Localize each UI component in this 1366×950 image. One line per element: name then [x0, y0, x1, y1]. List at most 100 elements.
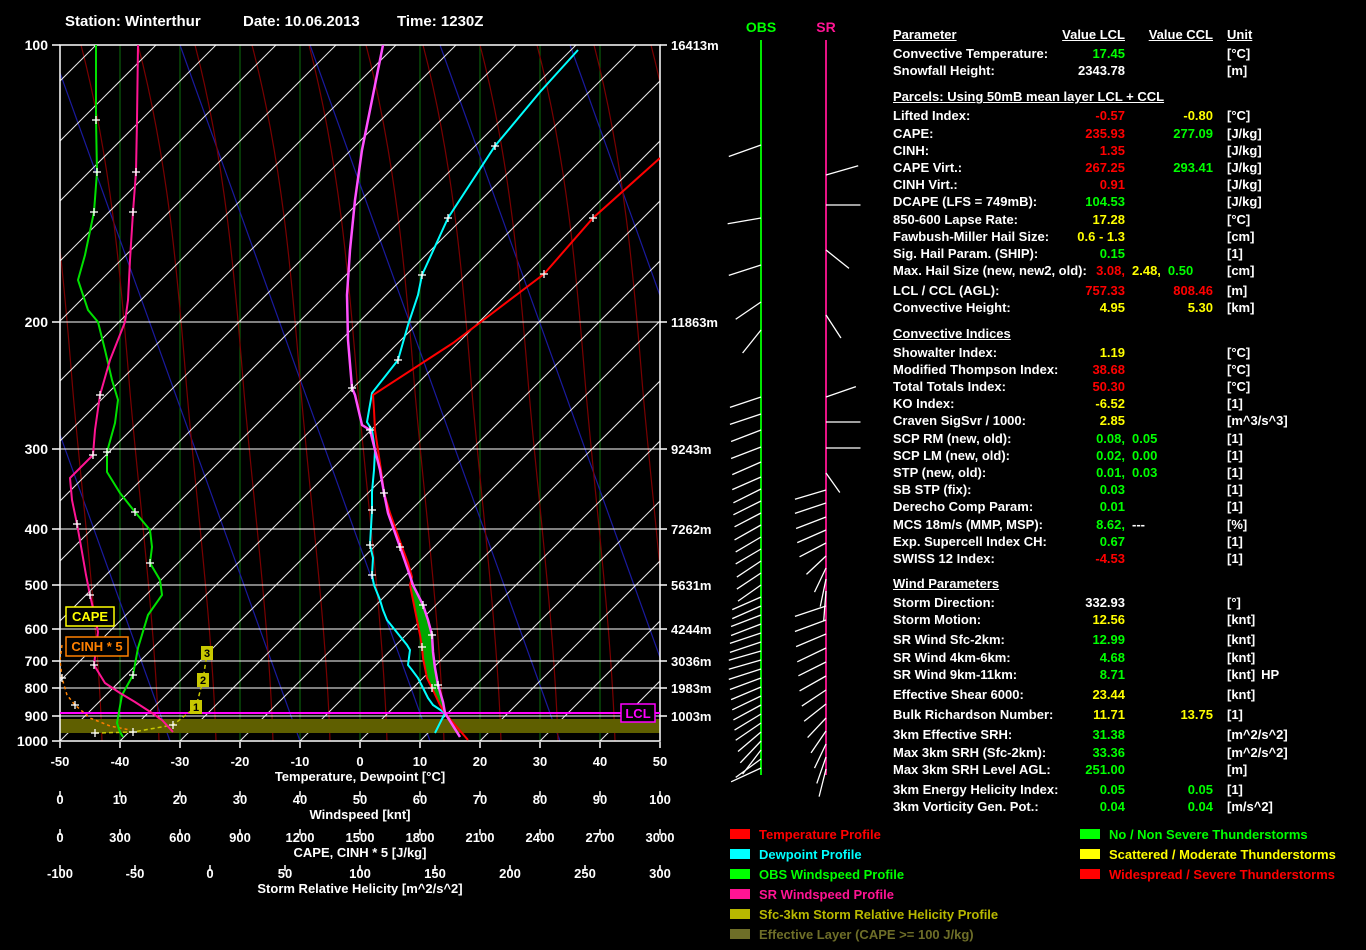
x-axis: -100-50050100150200250300Storm Relative … — [47, 865, 671, 896]
legend-swatch-icon — [730, 909, 750, 919]
wind-column-sr: SR — [795, 19, 861, 797]
legend-label: No / Non Severe Thunderstorms — [1109, 827, 1308, 842]
wind-barb — [728, 218, 761, 224]
table-row: Exp. Supercell Index CH:0.67[1] — [893, 534, 1365, 551]
value-lcl: 4.95 — [1011, 300, 1125, 315]
row-unit: [%] — [1227, 517, 1247, 532]
table-row: DCAPE (LFS = 749mB):104.53[J/kg] — [893, 194, 1365, 211]
height-label: 1983m — [671, 681, 711, 696]
col-unit: Unit — [1227, 27, 1252, 42]
row-unit: [°C] — [1227, 362, 1250, 377]
value-lcl: -4.53 — [1011, 551, 1125, 566]
row-unit: [°C] — [1227, 212, 1250, 227]
value-lcl: 38.68 — [1011, 362, 1125, 377]
legend-label: OBS Windspeed Profile — [759, 867, 904, 882]
table-row: 3km Energy Helicity Index:0.050.05[1] — [893, 782, 1365, 799]
pressure-label: 500 — [25, 577, 49, 593]
legend-item: Scattered / Moderate Thunderstorms — [1080, 844, 1336, 864]
inplot-label: CINH * 5 — [71, 639, 122, 654]
height-label: 5631m — [671, 578, 711, 593]
value-lcl: 50.30 — [1011, 379, 1125, 394]
legend-swatch-icon — [1080, 829, 1100, 839]
table-row: 3km Vorticity Gen. Pot.:0.040.04[m/s^2] — [893, 799, 1365, 816]
table-row: Sig. Hail Param. (SHIP):0.15[1] — [893, 246, 1365, 263]
value-lcl: 251.00 — [1011, 762, 1125, 777]
wind-barb — [731, 624, 761, 636]
x-tick-label: 40 — [593, 754, 607, 769]
km-marker-label: 1 — [193, 702, 199, 714]
pressure-label: 300 — [25, 441, 49, 457]
legend-item: SR Windspeed Profile — [730, 884, 998, 904]
row-label: SCP RM (new, old): — [893, 431, 1011, 446]
x-tick-label: -30 — [171, 754, 190, 769]
profile-legend: Temperature ProfileDewpoint ProfileOBS W… — [730, 824, 998, 944]
table-row: SB STP (fix):0.03[1] — [893, 482, 1365, 499]
x-tick-label: 50 — [653, 754, 667, 769]
effective-layer — [60, 719, 660, 733]
legend-swatch-icon — [730, 829, 750, 839]
x-tick-label: 0 — [56, 830, 63, 845]
col-value-ccl: Value CCL — [1123, 27, 1213, 42]
x-tick-label: 2400 — [526, 830, 555, 845]
value-lcl: 12.99 — [1011, 632, 1125, 647]
x-tick-label: 0 — [206, 866, 213, 881]
value-lcl: 0.08, — [1011, 431, 1125, 446]
row-unit: [1] — [1227, 448, 1243, 463]
wind-barb — [826, 315, 841, 338]
parcel-profile — [347, 45, 460, 737]
pressure-label: 400 — [25, 521, 49, 537]
row-unit: [knt] — [1227, 612, 1255, 627]
wind-barb — [795, 490, 826, 499]
wind-barb — [733, 501, 761, 515]
legend-item: OBS Windspeed Profile — [730, 864, 998, 884]
table-row: Total Totals Index:50.30[°C] — [893, 379, 1365, 396]
legend-label: Widespread / Severe Thunderstorms — [1109, 867, 1335, 882]
x-tick-label: -50 — [51, 754, 70, 769]
wind-barb — [730, 414, 761, 424]
x-tick-label: 30 — [533, 754, 547, 769]
row-label: Lifted Index: — [893, 108, 970, 123]
row-unit: [m^3/s^3] — [1227, 413, 1288, 428]
row-label: SCP LM (new, old): — [893, 448, 1010, 463]
table-row: Storm Direction:332.93[°] — [893, 595, 1365, 612]
wind-column-obs: OBS — [728, 19, 777, 782]
table-row: CINH:1.35[J/kg] — [893, 143, 1365, 160]
x-tick-label: 0 — [356, 754, 363, 769]
x-tick-label: -50 — [126, 866, 145, 881]
height-label: 4244m — [671, 622, 711, 637]
table-row: SR Wind Sfc-2km:12.99[knt] — [893, 632, 1365, 649]
row-unit: [°C] — [1227, 345, 1250, 360]
value-extra: 0.03 — [1132, 465, 1164, 480]
pressure-label: 100 — [25, 37, 49, 53]
x-tick-label: 20 — [473, 754, 487, 769]
value-extra-part: 0.00 — [1132, 448, 1157, 463]
value-lcl: 1.19 — [1011, 345, 1125, 360]
value-lcl: 3.08, — [1011, 263, 1125, 278]
table-section-header: Wind Parameters — [893, 576, 1365, 595]
table-row: LCL / CCL (AGL):757.33808.46[m] — [893, 283, 1365, 300]
table-row: SWISS 12 Index:-4.53[1] — [893, 551, 1365, 568]
wind-barb — [795, 620, 826, 632]
row-label: SR Wind 9km-11km: — [893, 667, 1017, 682]
wind-barb — [795, 606, 826, 616]
wind-barb — [730, 678, 761, 690]
table-row: SR Wind 9km-11km:8.71[knt]HP — [893, 667, 1365, 684]
x-tick-label: 30 — [233, 792, 247, 807]
x-tick-label: 100 — [649, 792, 671, 807]
height-label: 9243m — [671, 442, 711, 457]
wind-barb — [743, 330, 761, 353]
row-label: Showalter Index: — [893, 345, 997, 360]
legend-label: SR Windspeed Profile — [759, 887, 894, 902]
value-lcl: -0.57 — [1011, 108, 1125, 123]
legend-item: Widespread / Severe Thunderstorms — [1080, 864, 1336, 884]
legend-swatch-icon — [730, 849, 750, 859]
row-label: Total Totals Index: — [893, 379, 1006, 394]
wind-barb — [800, 676, 826, 691]
legend-swatch-icon — [1080, 849, 1100, 859]
row-label: KO Index: — [893, 396, 954, 411]
row-unit: [knt] — [1227, 687, 1255, 702]
value-lcl: 8.62, — [1011, 517, 1125, 532]
km-marker-label: 2 — [200, 675, 206, 687]
row-label: Snowfall Height: — [893, 63, 995, 78]
wind-barb — [735, 513, 761, 527]
